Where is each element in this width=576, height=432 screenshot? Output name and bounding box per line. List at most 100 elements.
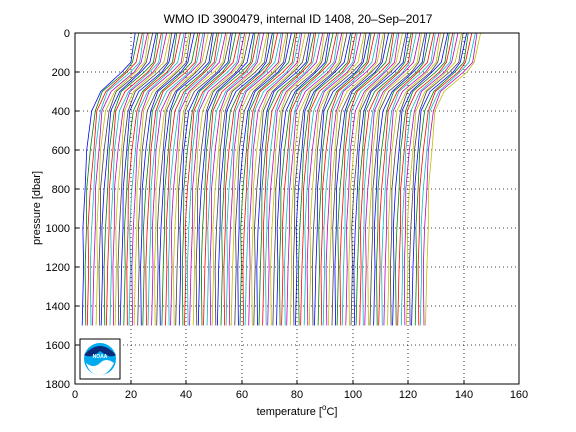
- profile-line: [214, 32, 270, 326]
- profile-line: [336, 32, 393, 326]
- x-tick-label: 20: [125, 389, 137, 401]
- profile-line: [362, 32, 417, 326]
- x-tick-label: 140: [455, 389, 473, 401]
- y-tick-label: 1200: [46, 262, 70, 274]
- profile-line: [220, 32, 275, 326]
- profile-line: [89, 32, 145, 326]
- profile-line: [175, 32, 232, 326]
- profile-line: [151, 32, 205, 326]
- profile-line: [403, 32, 459, 326]
- y-tick-label: 400: [52, 106, 70, 118]
- profile-line: [308, 32, 365, 326]
- profile-line: [123, 32, 178, 326]
- profile-line: [161, 32, 218, 326]
- profile-line: [200, 32, 256, 326]
- x-tick-label: 0: [72, 389, 78, 401]
- x-tick-label: 100: [344, 389, 362, 401]
- profile-line: [376, 32, 431, 326]
- profile-line: [411, 32, 468, 326]
- profile-line: [267, 32, 324, 326]
- profile-line: [369, 32, 426, 326]
- profile-line: [126, 32, 181, 326]
- profile-line: [184, 32, 240, 326]
- profile-line: [314, 32, 370, 326]
- x-tick-label: 40: [180, 389, 192, 401]
- noaa-logo-bird-icon: [84, 346, 116, 357]
- profile-line: [364, 32, 421, 326]
- profile-line: [341, 32, 398, 326]
- noaa-logo: NOAA: [79, 338, 121, 380]
- profile-line: [328, 32, 384, 326]
- gridlines: [75, 33, 519, 384]
- profile-line: [137, 32, 192, 326]
- profile-line: [234, 32, 289, 326]
- profile-line: [289, 32, 344, 326]
- axis-ticks: [74, 32, 520, 385]
- profile-line: [225, 32, 282, 326]
- profile-line: [195, 32, 251, 326]
- y-tick-label: 800: [52, 184, 70, 196]
- profile-line: [422, 32, 478, 326]
- profile-line: [242, 32, 297, 326]
- profile-line: [140, 32, 195, 326]
- profile-line: [156, 32, 213, 326]
- profile-line: [133, 32, 190, 326]
- profile-line: [109, 32, 164, 326]
- profile-line: [359, 32, 414, 326]
- profile-line: [278, 32, 334, 326]
- profile-line: [170, 32, 227, 326]
- profile-line: [339, 32, 395, 326]
- noaa-logo-wave-icon: [86, 360, 114, 375]
- profile-line: [106, 32, 162, 326]
- profile-line: [84, 32, 140, 326]
- profile-line: [322, 32, 379, 326]
- chart-title: WMO ID 3900479, internal ID 1408, 20–Sep…: [164, 12, 433, 26]
- profile-line: [303, 32, 358, 326]
- profile-line: [189, 32, 246, 326]
- profile-line: [258, 32, 315, 326]
- profile-line: [81, 32, 136, 326]
- profile-line: [417, 32, 473, 326]
- profile-line: [206, 32, 261, 326]
- y-tick-label: 1800: [46, 379, 70, 391]
- x-axis-label: temperature [oC]: [257, 403, 338, 418]
- profile-line: [265, 32, 320, 326]
- profile-line: [186, 32, 242, 326]
- profile-line: [230, 32, 287, 326]
- profile-line: [295, 32, 351, 326]
- profile-line: [381, 32, 436, 326]
- y-tick-label: 1000: [46, 223, 70, 235]
- profile-line: [334, 32, 389, 326]
- profile-line: [145, 32, 200, 326]
- profile-line: [331, 32, 386, 326]
- x-axis-label-degree: o: [322, 403, 327, 412]
- profile-line: [367, 32, 422, 326]
- profile-line: [272, 32, 329, 326]
- profile-line: [98, 32, 154, 326]
- profile-line: [181, 32, 237, 326]
- profile-line: [256, 32, 311, 326]
- profile-line: [306, 32, 362, 326]
- profile-line: [209, 32, 265, 326]
- profile-line: [248, 32, 303, 326]
- profile-line: [197, 32, 254, 326]
- x-tick-label: 160: [510, 389, 528, 401]
- profile-line: [387, 32, 441, 326]
- profile-line: [178, 32, 233, 326]
- profile-line: [408, 32, 464, 326]
- profile-line: [276, 32, 330, 326]
- profile-line: [117, 32, 173, 326]
- profile-line: [414, 32, 469, 326]
- profile-line: [95, 32, 150, 326]
- profile-line: [128, 32, 185, 326]
- y-tick-label: 600: [52, 145, 70, 157]
- profile-line: [297, 32, 353, 326]
- profile-line: [406, 32, 462, 326]
- profile-line: [378, 32, 435, 326]
- profile-line: [383, 32, 440, 326]
- y-tick-label: 0: [64, 28, 70, 40]
- profile-line: [373, 32, 427, 326]
- profile-line: [142, 32, 199, 326]
- profile-line: [103, 32, 159, 326]
